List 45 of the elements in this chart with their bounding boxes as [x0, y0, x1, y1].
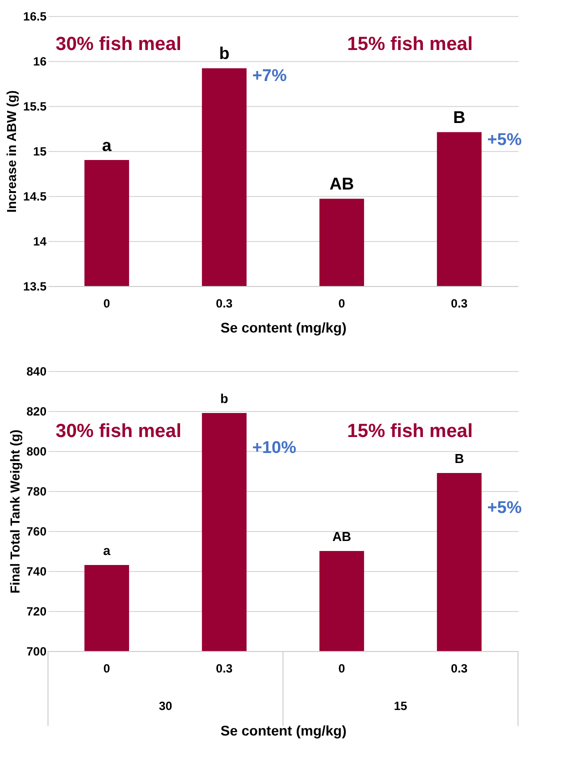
annotation: 15% fish meal — [347, 421, 473, 442]
x-tick-label: 0 — [338, 296, 346, 310]
x-tick-label: 0.3 — [216, 296, 233, 310]
data-label: AB — [332, 529, 352, 544]
data-label: B — [453, 108, 466, 128]
y-tick-label: 820 — [26, 404, 47, 418]
y-tick-label: 740 — [26, 564, 47, 578]
y-tick-label: 800 — [26, 444, 47, 458]
y-tick-label: 15.5 — [23, 100, 47, 114]
annotation: 30% fish meal — [56, 421, 182, 442]
y-axis-title: Increase in ABW (g) — [4, 90, 20, 213]
data-label: AB — [329, 174, 354, 194]
annotation: +7% — [252, 66, 287, 86]
text: 30 — [158, 699, 172, 713]
annotation: +5% — [487, 130, 522, 150]
annotation: 15% fish meal — [347, 34, 473, 55]
y-tick-label: 14 — [33, 234, 47, 248]
x-tick-label: 0.3 — [450, 662, 468, 676]
data-label: b — [219, 44, 230, 64]
y-tick-label: 15 — [33, 144, 47, 158]
x-tick-label: 0 — [103, 296, 110, 310]
y-tick-label: 16.5 — [23, 10, 47, 24]
x-tick-label: 0.3 — [216, 662, 233, 676]
data-label: B — [454, 451, 464, 466]
x-axis-title: Se content (mg/kg) — [220, 320, 347, 336]
annotation: +5% — [487, 498, 522, 517]
y-tick-label: 760 — [26, 524, 47, 538]
data-label: a — [102, 136, 112, 155]
annotation: +10% — [252, 438, 296, 457]
x-tick-label: 0 — [103, 662, 110, 676]
y-tick-label: 700 — [26, 644, 47, 658]
x-tick-label: 0.3 — [450, 296, 468, 310]
annotation: 30% fish meal — [56, 34, 182, 55]
y-tick-label: 780 — [26, 484, 47, 498]
x-axis-title: Se content (mg/kg) — [220, 722, 347, 738]
y-tick-label: 14.5 — [23, 190, 47, 204]
y-tick-label: 16 — [33, 54, 47, 68]
y-axis-title: Final Total Tank Weight (g) — [7, 430, 22, 594]
data-label: a — [103, 543, 112, 558]
data-label: b — [220, 391, 228, 406]
text: 15 — [394, 699, 408, 713]
y-tick-label: 13.5 — [23, 280, 47, 294]
y-tick-label: 840 — [26, 364, 47, 378]
x-tick-label: 0 — [338, 662, 346, 676]
y-tick-label: 720 — [26, 604, 47, 618]
